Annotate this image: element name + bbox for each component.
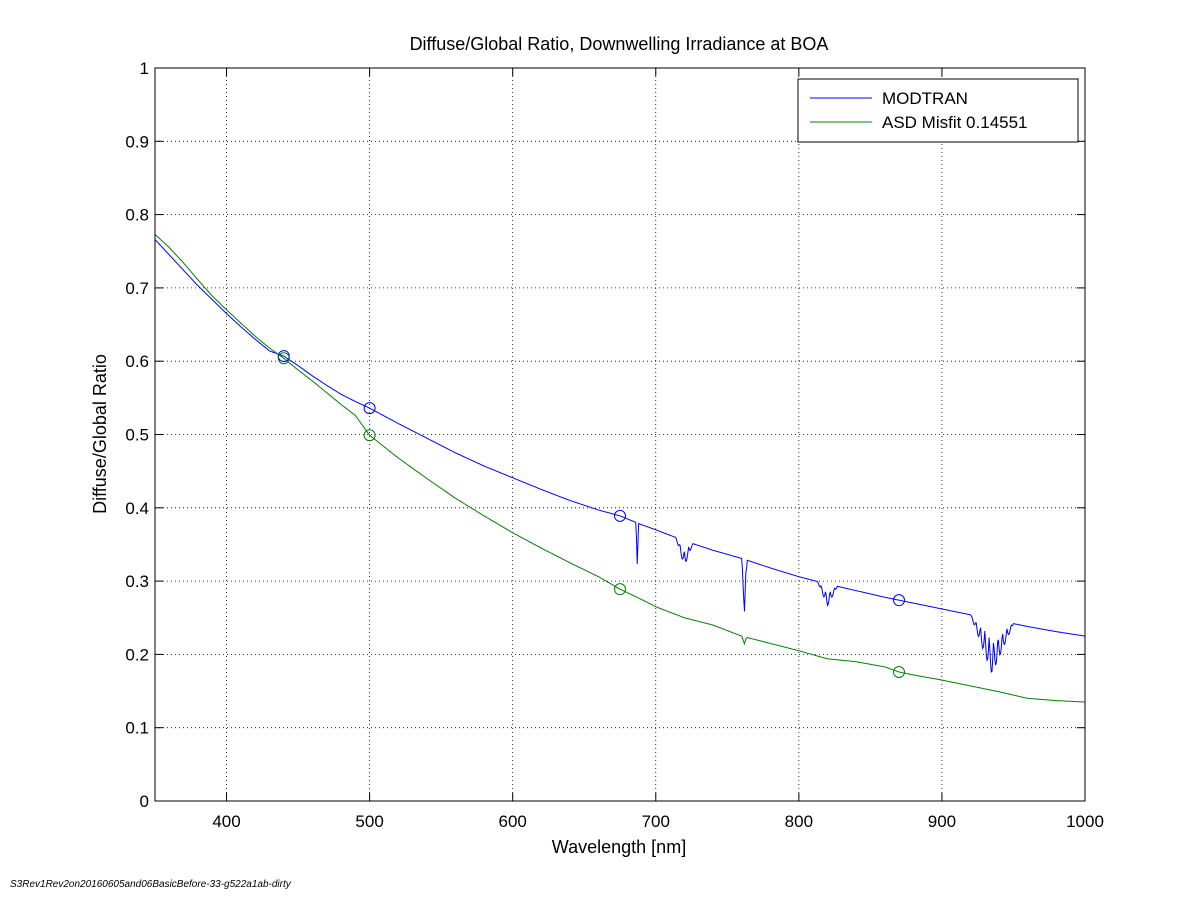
data-point-marker [614,509,626,522]
series-line-0 [154,239,1086,673]
chart-title: Diffuse/Global Ratio, Downwelling Irradi… [410,34,829,54]
x-tick-label: 600 [499,812,527,831]
y-tick-label: 0.5 [125,426,149,445]
footer-text: S3Rev1Rev2on20160605and06BasicBefore-33-… [10,879,291,890]
y-tick-label: 0.6 [125,352,149,371]
legend-entry: MODTRAN [882,89,968,108]
x-tick-label: 900 [928,812,956,831]
y-tick-label: 0.1 [125,719,149,738]
ticks: 400 500 600 700 800 900 1000 0 0.1 0.2 0.3 0.4 0.5 0.… [125,59,1104,831]
x-tick-label: 700 [642,812,670,831]
y-tick-label: 1 [140,59,149,78]
data-point-marker [277,352,290,365]
y-tick-label: 0.4 [125,499,149,518]
x-axis-label: Wavelength [nm] [552,837,686,857]
x-tick-label: 400 [212,812,240,831]
legend: MODTRAN ASD Misfit 0.14551 [797,78,1079,143]
y-tick-label: 0 [140,792,149,811]
x-tick-label: 500 [355,812,383,831]
data-point-marker [893,665,905,678]
x-tick-label: 1000 [1066,812,1104,831]
grid [155,68,1085,801]
data-point-marker [614,583,626,596]
x-tick-label: 800 [785,812,813,831]
series-layer [154,234,1086,703]
y-axis-label: Diffuse/Global Ratio [90,354,110,514]
y-tick-label: 0.8 [125,206,149,225]
data-point-marker [363,402,376,415]
y-tick-label: 0.2 [125,645,149,664]
y-tick-label: 0.9 [125,132,149,151]
y-tick-label: 0.7 [125,279,149,298]
data-point-marker [893,594,905,607]
legend-entry: ASD Misfit 0.14551 [882,113,1028,132]
data-point-marker [363,429,376,442]
series-line-1 [154,234,1085,703]
legend-box [797,78,1079,143]
y-tick-label: 0.3 [125,572,149,591]
